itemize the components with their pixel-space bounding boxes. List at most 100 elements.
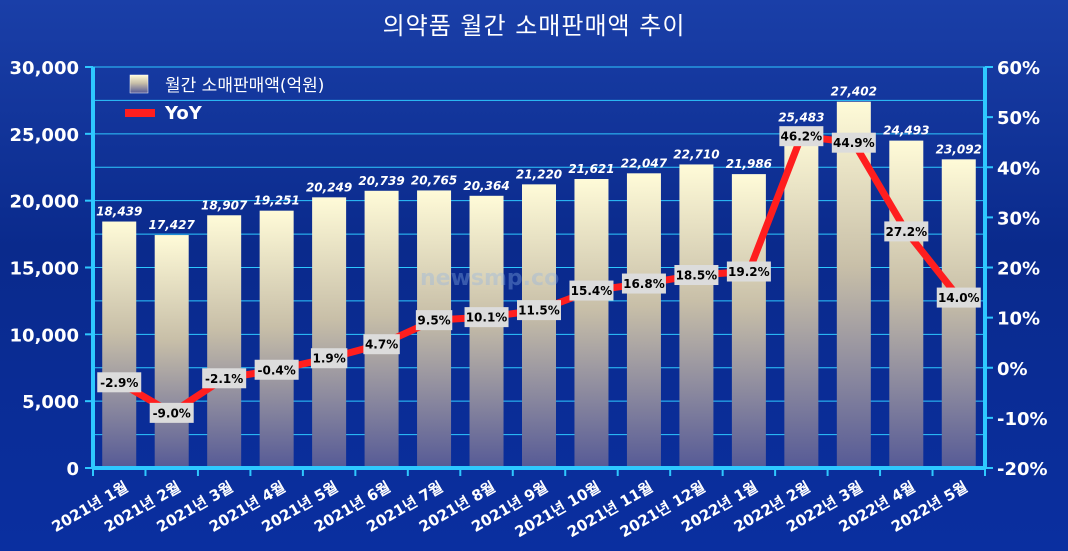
chart-title: 의약품 월간 소매판매액 추이 bbox=[383, 12, 686, 40]
right-tick-label: 40% bbox=[997, 158, 1040, 179]
yoy-label: 19.2% bbox=[726, 261, 771, 282]
left-tick-label: 25,000 bbox=[10, 125, 79, 146]
bar-value-label: 21,220 bbox=[516, 167, 562, 181]
bar bbox=[469, 195, 504, 468]
bar bbox=[364, 190, 399, 468]
yoy-label: 44.9% bbox=[831, 132, 876, 153]
bar-value-label: 20,364 bbox=[463, 179, 509, 193]
yoy-label-text: -2.9% bbox=[100, 376, 138, 390]
yoy-label-text: 10.1% bbox=[466, 311, 508, 325]
yoy-label: 16.8% bbox=[621, 273, 666, 294]
bar bbox=[102, 221, 137, 468]
yoy-label-text: -9.0% bbox=[153, 406, 191, 420]
bar-value-label: 21,986 bbox=[726, 157, 772, 171]
left-tick-label: 20,000 bbox=[10, 192, 79, 213]
bar bbox=[259, 210, 294, 469]
yoy-label: -9.0% bbox=[149, 402, 194, 423]
yoy-label-box bbox=[310, 348, 348, 369]
bar bbox=[941, 159, 976, 469]
yoy-label: 11.5% bbox=[517, 300, 561, 321]
yoy-label-box bbox=[363, 334, 400, 355]
bar-value-label: 24,493 bbox=[883, 124, 929, 138]
yoy-label-text: 11.5% bbox=[518, 304, 560, 318]
right-tick-label: 0% bbox=[997, 359, 1028, 380]
bar-value-label: 22,047 bbox=[621, 156, 668, 170]
yoy-label-box bbox=[464, 307, 509, 328]
right-tick-label: 20% bbox=[997, 259, 1040, 280]
right-tick-label: 60% bbox=[997, 58, 1040, 79]
right-tick-label: -20% bbox=[997, 459, 1048, 480]
yoy-value-labels: -2.9% -9.0% -2.1% -0.4% 1.9% 4.7% 9.5% 10.1% 11.… bbox=[97, 126, 981, 423]
legend-bar-swatch bbox=[129, 74, 149, 94]
yoy-label-box bbox=[415, 310, 453, 331]
yoy-label-box bbox=[149, 402, 194, 423]
bar bbox=[784, 127, 819, 469]
bar bbox=[731, 174, 766, 468]
bar bbox=[889, 140, 924, 468]
right-tick-label: 30% bbox=[997, 208, 1040, 229]
yoy-label-text: 9.5% bbox=[417, 314, 450, 328]
left-tick-label: 30,000 bbox=[10, 58, 79, 79]
yoy-label-text: 46.2% bbox=[781, 130, 823, 144]
yoy-label: -0.4% bbox=[254, 359, 299, 380]
bar-value-label: 23,092 bbox=[936, 142, 982, 156]
yoy-label: -2.1% bbox=[202, 368, 247, 389]
yoy-label-box bbox=[831, 132, 876, 153]
bar bbox=[679, 164, 714, 468]
yoy-label-text: 18.5% bbox=[676, 269, 718, 283]
right-y-axis-ticks: -20% -10% 0% 10% 20% 30% 40% 50% 60% bbox=[985, 58, 1048, 480]
bar-value-labels: 18,439 17,427 18,907 19,251 20,249 20,739 20,7… bbox=[96, 85, 982, 232]
yoy-label-text: 44.9% bbox=[833, 136, 875, 150]
yoy-label: 9.5% bbox=[415, 310, 453, 331]
left-tick-label: 10,000 bbox=[10, 325, 79, 346]
legend-line-label: YoY bbox=[164, 103, 203, 124]
bar-value-label: 21,621 bbox=[568, 162, 614, 176]
bar bbox=[312, 197, 347, 468]
yoy-label-box bbox=[97, 372, 142, 393]
watermark: newsmp.co bbox=[420, 266, 559, 291]
yoy-label-box bbox=[569, 280, 614, 301]
yoy-label-text: 14.0% bbox=[938, 291, 980, 305]
yoy-label-box bbox=[621, 273, 666, 294]
yoy-label-text: -0.4% bbox=[258, 363, 296, 377]
yoy-label-box bbox=[884, 221, 929, 242]
yoy-label-text: 19.2% bbox=[728, 265, 770, 279]
bar bbox=[574, 178, 609, 468]
bar bbox=[207, 215, 242, 468]
yoy-label-box bbox=[202, 368, 247, 389]
bar-value-label: 27,402 bbox=[831, 85, 877, 99]
left-tick-label: 15,000 bbox=[10, 259, 79, 280]
yoy-label-text: 4.7% bbox=[365, 338, 398, 352]
yoy-label-box bbox=[936, 287, 981, 308]
bar-value-label: 25,483 bbox=[778, 110, 824, 124]
yoy-label: 4.7% bbox=[363, 334, 400, 355]
right-tick-label: 10% bbox=[997, 309, 1040, 330]
left-tick-label: 5,000 bbox=[22, 392, 79, 413]
bar-value-label: 18,907 bbox=[201, 198, 248, 212]
yoy-label-box bbox=[779, 126, 824, 147]
left-tick-label: 0 bbox=[66, 459, 79, 480]
yoy-label-text: 1.9% bbox=[312, 352, 345, 366]
yoy-label-text: 27.2% bbox=[885, 225, 927, 239]
yoy-label-text: 16.8% bbox=[623, 277, 665, 291]
bar bbox=[522, 184, 556, 469]
bar-value-label: 22,710 bbox=[673, 147, 719, 161]
bar-value-label: 17,427 bbox=[149, 218, 196, 232]
bar-value-label: 18,439 bbox=[96, 205, 142, 219]
yoy-label-box bbox=[517, 300, 561, 321]
bar-value-label: 20,739 bbox=[358, 174, 404, 188]
yoy-label-box bbox=[254, 359, 299, 380]
legend: 월간 소매판매액(억원) YoY bbox=[125, 74, 324, 124]
bar bbox=[154, 235, 189, 468]
yoy-label: 27.2% bbox=[884, 221, 929, 242]
yoy-label: -2.9% bbox=[97, 372, 142, 393]
yoy-label-box bbox=[674, 265, 719, 286]
yoy-label: 15.4% bbox=[569, 280, 614, 301]
yoy-label: 18.5% bbox=[674, 265, 719, 286]
bars bbox=[102, 101, 976, 469]
right-tick-label: -10% bbox=[997, 409, 1048, 430]
left-y-axis-ticks: 0 5,000 10,000 15,000 20,000 25,000 30,000 bbox=[10, 58, 93, 480]
yoy-label: 46.2% bbox=[779, 126, 824, 147]
